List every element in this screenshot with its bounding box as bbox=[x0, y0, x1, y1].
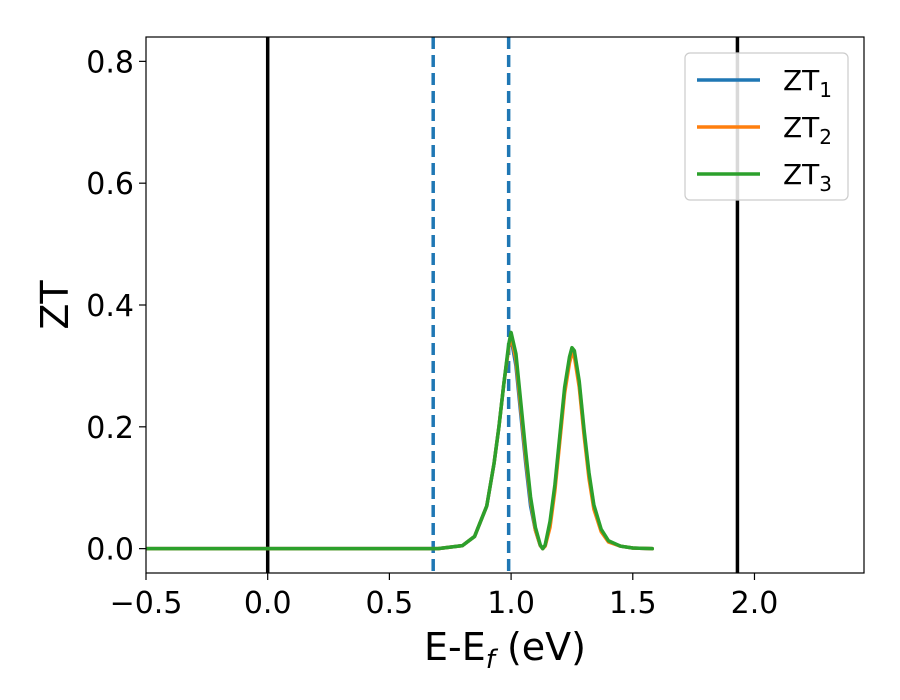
y-axis-label: ZT bbox=[33, 280, 77, 330]
x-axis-ticks: −0.5 0.0 0.5 1.0 1.5 2.0 bbox=[110, 573, 779, 621]
x-tick-label: 0.5 bbox=[366, 586, 414, 621]
x-tick-label: −0.5 bbox=[110, 586, 183, 621]
x-tick-label: 1.5 bbox=[609, 586, 657, 621]
legend-box bbox=[684, 52, 849, 201]
x-tick-label: 1.0 bbox=[487, 586, 535, 621]
x-axis-label: E-Ef (eV) bbox=[424, 625, 586, 675]
y-axis-ticks: 0.0 0.2 0.4 0.6 0.8 bbox=[86, 45, 146, 568]
x-tick-label: 0.0 bbox=[244, 586, 292, 621]
x-tick-label: 2.0 bbox=[731, 586, 779, 621]
y-tick-label: 0.4 bbox=[86, 289, 134, 324]
y-tick-label: 0.2 bbox=[86, 411, 134, 446]
series-line-zt3 bbox=[146, 330, 654, 551]
y-tick-label: 0.8 bbox=[86, 45, 134, 80]
y-tick-label: 0.0 bbox=[86, 533, 134, 568]
y-tick-label: 0.6 bbox=[86, 167, 134, 202]
